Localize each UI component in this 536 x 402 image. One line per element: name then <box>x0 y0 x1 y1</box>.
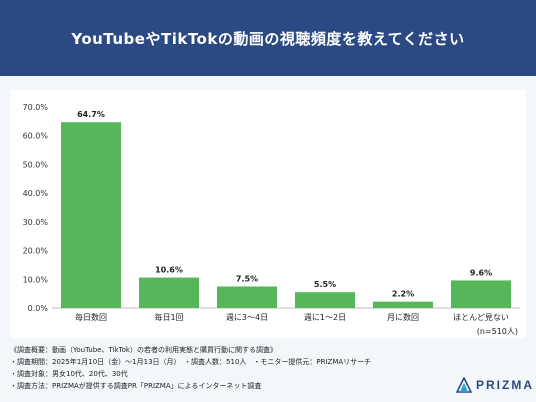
x-tick-label: ほとんど見ない <box>453 313 509 322</box>
data-label: 2.2% <box>392 290 414 299</box>
chart-title-banner: YouTubeやTikTokの動画の視聴頻度を教えてください <box>0 0 536 76</box>
y-tick-label: 0.0% <box>28 304 49 313</box>
chart-panel: 0.0% 10.0% 20.0% 30.0% 40.0% 50.0% 60.0% 70.0% 6… <box>10 90 526 338</box>
bar <box>294 292 356 308</box>
bar <box>372 301 434 308</box>
data-label: 5.5% <box>314 280 336 289</box>
sample-size-note: (n=510人) <box>477 327 518 336</box>
data-label: 64.7% <box>77 110 105 119</box>
prizma-logo-text: PRIZMA <box>476 378 534 392</box>
x-tick-label: 毎日数回 <box>75 312 107 322</box>
data-label: 10.6% <box>155 266 183 275</box>
bar <box>60 122 122 308</box>
bar <box>216 286 278 308</box>
y-tick-label: 60.0% <box>23 132 49 141</box>
y-tick-label: 30.0% <box>23 218 49 227</box>
x-tick-label: 週に1～2日 <box>304 313 346 322</box>
survey-notes: 《調査概要：動画（YouTube、TikTok）の若者の利用実態と購買行動に関す… <box>10 344 440 392</box>
data-label: 7.5% <box>236 274 258 283</box>
x-tick-label: 週に3～4日 <box>226 313 268 322</box>
y-tick-label: 70.0% <box>23 103 49 112</box>
x-tick-label: 月に数回 <box>387 312 419 322</box>
survey-note-line: ・調査方法：PRIZMAが提供する調査PR「PRIZMA」によるインターネット調… <box>10 382 262 390</box>
survey-note-line: ・調査対象：男女10代、20代、30代 <box>10 370 128 378</box>
bar-chart: 0.0% 10.0% 20.0% 30.0% 40.0% 50.0% 60.0% 70.0% 6… <box>23 103 520 336</box>
survey-note-line: ・調査期間：2025年1月10日（金）～1月13日（月） ・調査人数：510人 … <box>10 358 372 366</box>
bar <box>138 277 200 308</box>
chart-title: YouTubeやTikTokの動画の視聴頻度を教えてください <box>71 29 465 48</box>
data-label: 9.6% <box>470 268 492 277</box>
bar <box>450 280 512 308</box>
y-tick-label: 10.0% <box>23 275 49 284</box>
prizma-logo-icon <box>456 377 472 393</box>
x-tick-label: 毎日1回 <box>154 312 183 322</box>
y-tick-label: 50.0% <box>23 160 49 169</box>
prizma-logo: PRIZMA <box>456 376 534 394</box>
y-tick-label: 20.0% <box>23 247 49 256</box>
survey-note-line: 《調査概要：動画（YouTube、TikTok）の若者の利用実態と購買行動に関す… <box>10 346 277 354</box>
y-tick-label: 40.0% <box>23 189 49 198</box>
